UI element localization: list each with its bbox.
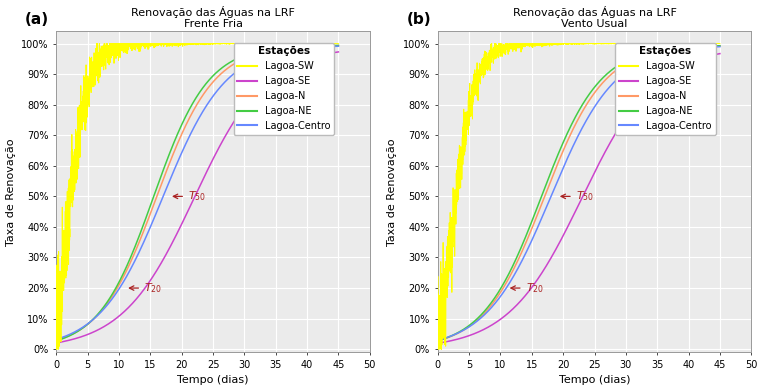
Legend: Lagoa-SW, Lagoa-SE, Lagoa-N, Lagoa-NE, Lagoa-Centro: Lagoa-SW, Lagoa-SE, Lagoa-N, Lagoa-NE, L… [233, 43, 334, 135]
Text: $T_{50}$: $T_{50}$ [561, 190, 594, 203]
Legend: Lagoa-SW, Lagoa-SE, Lagoa-N, Lagoa-NE, Lagoa-Centro: Lagoa-SW, Lagoa-SE, Lagoa-N, Lagoa-NE, L… [615, 43, 716, 135]
Text: $T_{90}$: $T_{90}$ [236, 67, 269, 81]
X-axis label: Tempo (dias): Tempo (dias) [177, 375, 249, 386]
Y-axis label: Taxa de Renovação: Taxa de Renovação [5, 138, 15, 246]
Y-axis label: Taxa de Renovação: Taxa de Renovação [387, 138, 397, 246]
Text: $T_{20}$: $T_{20}$ [130, 281, 163, 295]
Title: Renovação das Águas na LRF
Vento Usual: Renovação das Águas na LRF Vento Usual [513, 5, 677, 29]
Text: (b): (b) [407, 12, 431, 27]
Text: $T_{20}$: $T_{20}$ [511, 281, 544, 295]
Text: $T_{90}$: $T_{90}$ [617, 67, 650, 81]
X-axis label: Tempo (dias): Tempo (dias) [559, 375, 630, 386]
Title: Renovação das Águas na LRF
Frente Fria: Renovação das Águas na LRF Frente Fria [131, 5, 295, 29]
Text: $T_{50}$: $T_{50}$ [173, 190, 206, 203]
Text: (a): (a) [25, 12, 49, 27]
